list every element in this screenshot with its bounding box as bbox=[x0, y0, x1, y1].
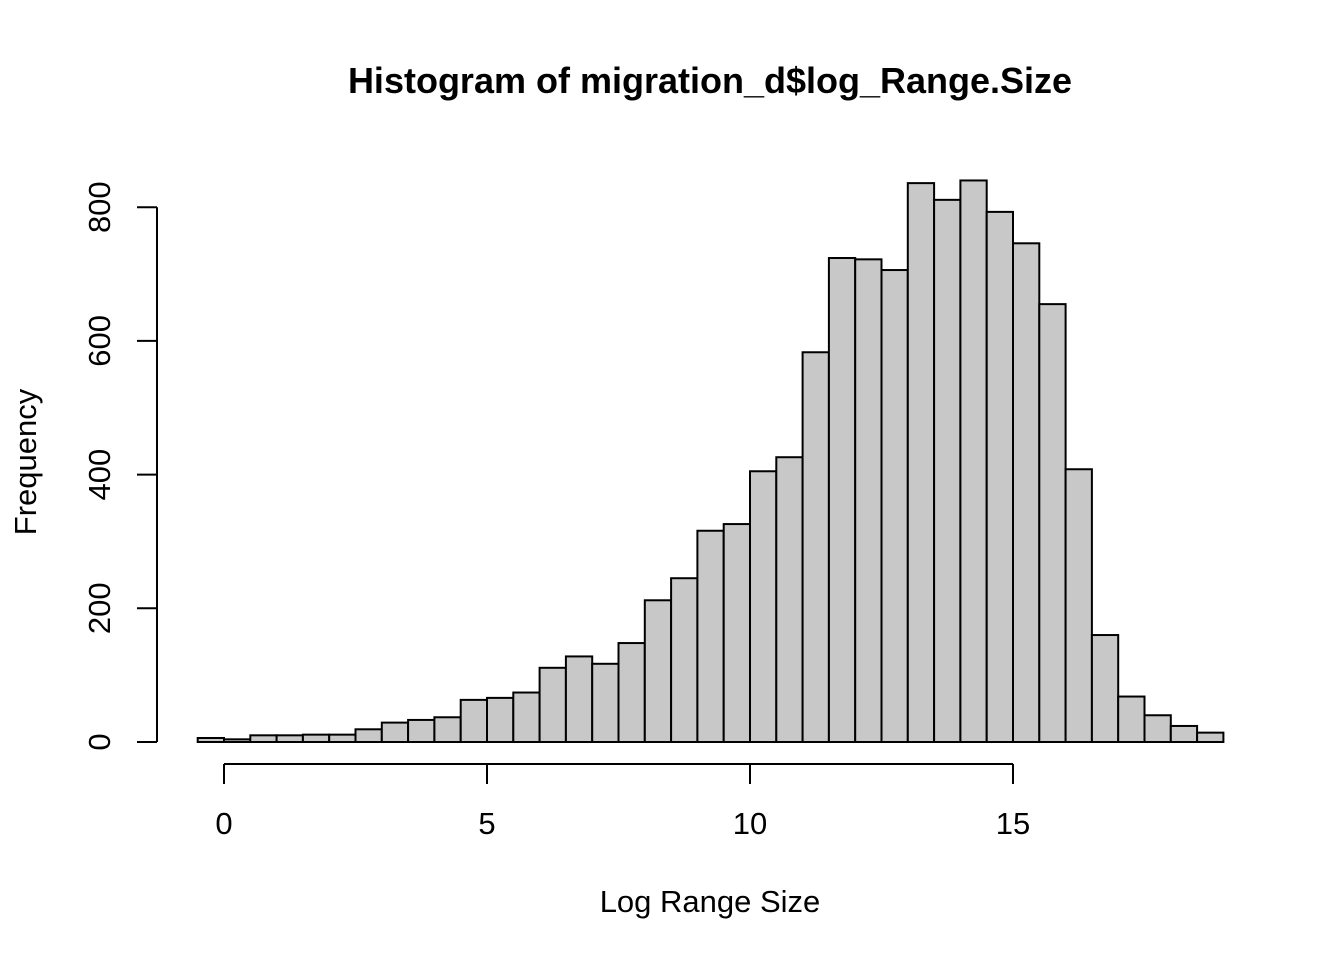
histogram-bar bbox=[1117, 695, 1146, 743]
histogram-bar bbox=[407, 718, 436, 744]
x-tick-label: 10 bbox=[733, 806, 767, 841]
histogram-bar bbox=[1196, 731, 1225, 744]
histogram-bar bbox=[1169, 724, 1199, 744]
histogram-bar bbox=[801, 351, 830, 743]
histogram-bar bbox=[854, 258, 883, 743]
histogram-bar bbox=[538, 666, 567, 743]
y-axis-label: Frequency bbox=[8, 388, 43, 535]
histogram-bar bbox=[275, 734, 304, 744]
histogram-bar bbox=[985, 210, 1015, 743]
y-ticks: 0 200 400 600 800 bbox=[82, 181, 157, 751]
bars-group bbox=[196, 179, 1225, 744]
histogram-bar bbox=[301, 733, 331, 744]
histogram-bar bbox=[512, 691, 541, 744]
x-tick-label: 0 bbox=[215, 806, 232, 841]
y-tick-label: 400 bbox=[82, 449, 117, 501]
histogram-bar bbox=[1143, 714, 1172, 744]
y-tick-label: 200 bbox=[82, 582, 117, 634]
histogram-bar bbox=[617, 642, 646, 743]
histogram-bar bbox=[249, 734, 278, 744]
histogram-bar bbox=[906, 182, 936, 743]
histogram-bar bbox=[696, 529, 725, 743]
y-tick-label: 600 bbox=[82, 315, 117, 367]
histogram-bar bbox=[380, 721, 410, 743]
histogram-bar bbox=[959, 179, 988, 743]
histogram-bar bbox=[354, 728, 383, 743]
histogram-bar bbox=[1038, 303, 1067, 743]
histogram-bar bbox=[433, 716, 462, 744]
histogram-bar bbox=[722, 523, 752, 743]
y-axis: 0 200 400 600 800 bbox=[82, 181, 158, 751]
histogram-bar bbox=[1012, 242, 1041, 744]
x-axis: 0 5 10 15 bbox=[215, 763, 1030, 841]
y-tick-label: 0 bbox=[82, 733, 117, 750]
histogram-bar bbox=[196, 736, 225, 743]
histogram-bar bbox=[328, 733, 357, 744]
histogram-bar bbox=[933, 198, 962, 744]
y-tick-label: 800 bbox=[82, 181, 117, 233]
x-tick-label: 5 bbox=[478, 806, 495, 841]
histogram-bar bbox=[223, 738, 252, 744]
histogram-bar bbox=[591, 662, 620, 743]
histogram-bar bbox=[749, 470, 778, 743]
chart-title: Histogram of migration_d$log_Range.Size bbox=[348, 60, 1072, 101]
histogram-bar bbox=[670, 577, 699, 743]
histogram-bar bbox=[486, 696, 515, 744]
histogram-bar bbox=[1090, 634, 1120, 743]
histogram-bar bbox=[775, 456, 804, 743]
histogram-bar bbox=[827, 257, 857, 743]
histogram-bar bbox=[1064, 468, 1093, 743]
x-axis-label: Log Range Size bbox=[600, 884, 821, 919]
histogram-bar bbox=[880, 269, 909, 743]
x-ticks: 0 5 10 15 bbox=[215, 764, 1030, 841]
x-tick-label: 15 bbox=[996, 806, 1030, 841]
histogram-bar bbox=[564, 655, 594, 743]
histogram-bar bbox=[643, 599, 673, 744]
histogram-bar bbox=[459, 698, 489, 744]
